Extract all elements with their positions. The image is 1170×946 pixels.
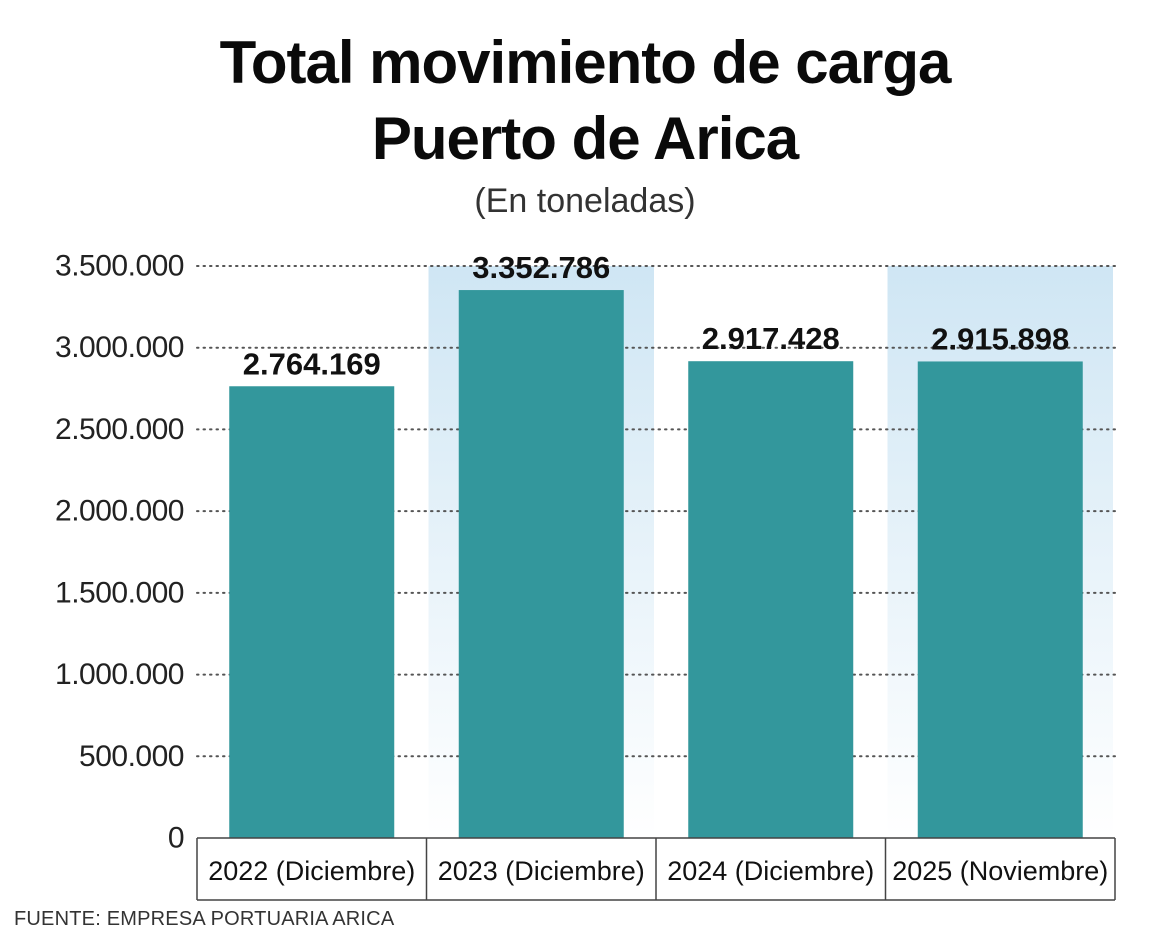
bar-1 <box>458 290 624 838</box>
chart-title-line-2: Puerto de Arica <box>371 105 799 172</box>
bar-value-label-1: 3.352.786 <box>472 250 610 285</box>
y-tick-label: 0 <box>168 822 184 855</box>
bar-value-label-3: 2.915.898 <box>931 321 1069 356</box>
bar-value-labels: 2.764.169 3.352.786 2.917.428 2.915.898 <box>243 250 1069 381</box>
bars <box>229 290 1083 838</box>
y-axis-tick-labels: 0 500.000 1.000.000 1.500.000 2.000.000 2.500… <box>55 250 184 855</box>
bar-0 <box>229 386 395 838</box>
bar-2 <box>688 361 854 838</box>
x-category-label-3: 2025 (Noviembre) <box>892 856 1108 886</box>
x-category-label-2: 2024 (Diciembre) <box>667 856 874 886</box>
y-tick-label: 3.500.000 <box>55 250 184 283</box>
y-tick-label: 2.000.000 <box>55 495 184 528</box>
chart-subtitle: (En toneladas) <box>474 182 696 220</box>
bar-value-label-2: 2.917.428 <box>702 321 840 356</box>
x-category-label-0: 2022 (Diciembre) <box>208 856 415 886</box>
chart-title-line-1: Total movimiento de carga <box>219 29 952 96</box>
y-tick-label: 1.500.000 <box>55 576 184 609</box>
y-tick-label: 500.000 <box>79 740 184 773</box>
x-axis: 2022 (Diciembre) 2023 (Diciembre) 2024 (Di… <box>196 837 1116 901</box>
y-tick-label: 1.000.000 <box>55 658 184 691</box>
y-tick-label: 3.000.000 <box>55 331 184 364</box>
bar-3 <box>917 361 1083 838</box>
x-category-label-1: 2023 (Diciembre) <box>438 856 645 886</box>
y-tick-label: 2.500.000 <box>55 413 184 446</box>
bar-value-label-0: 2.764.169 <box>243 346 381 381</box>
source-note: FUENTE: EMPRESA PORTUARIA ARICA <box>14 908 395 930</box>
